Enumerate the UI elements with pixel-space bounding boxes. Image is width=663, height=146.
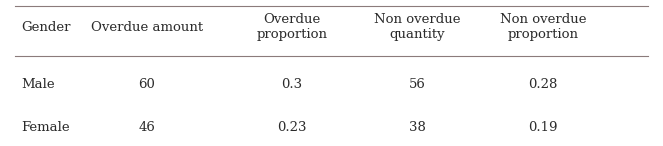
Text: Overdue amount: Overdue amount [91,21,203,34]
Text: 0.19: 0.19 [528,121,558,134]
Text: 60: 60 [138,78,155,91]
Text: Male: Male [21,78,55,91]
Text: 0.28: 0.28 [528,78,558,91]
Text: 56: 56 [409,78,426,91]
Text: Non overdue
quantity: Non overdue quantity [374,13,461,41]
Text: 46: 46 [138,121,155,134]
Text: 0.23: 0.23 [277,121,306,134]
Text: Non overdue
proportion: Non overdue proportion [499,13,586,41]
Text: 38: 38 [409,121,426,134]
Text: Overdue
proportion: Overdue proportion [257,13,328,41]
Text: Gender: Gender [21,21,71,34]
Text: Female: Female [21,121,70,134]
Text: 0.3: 0.3 [281,78,302,91]
